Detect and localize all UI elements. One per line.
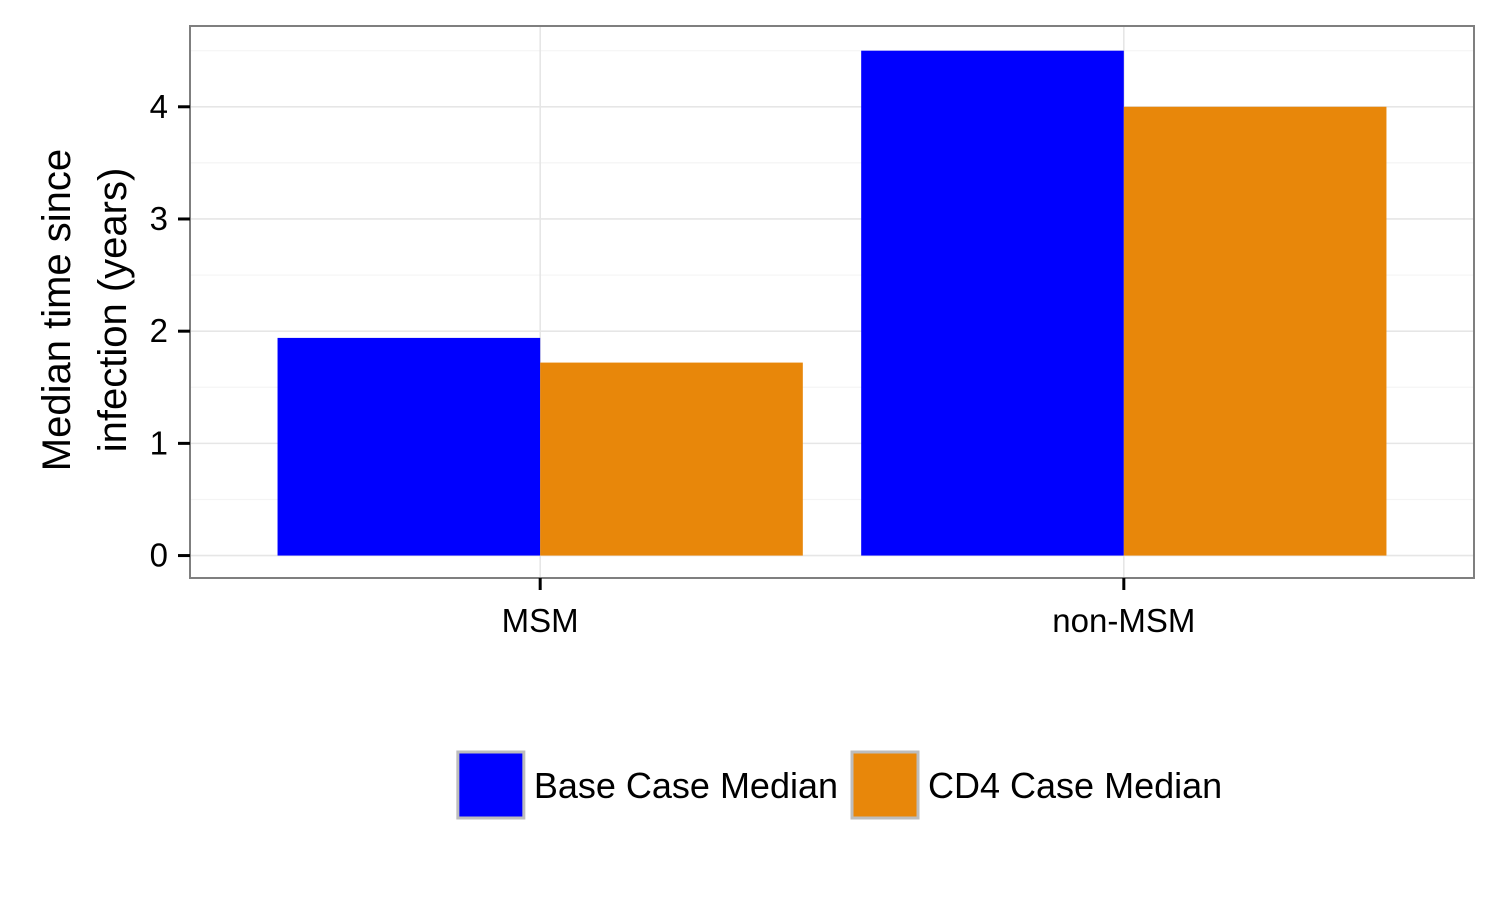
bar-layer [277,50,1387,556]
x-tick-label: MSM [502,602,579,639]
bar-non-msm-series-1 [861,50,1124,556]
y-tick-label: 0 [150,537,168,574]
legend-swatch-series-2 [850,750,920,820]
legend-label: CD4 Case Median [928,765,1222,806]
bar-msm-series-1 [277,337,541,556]
y-tick-label: 4 [150,88,168,125]
y-axis-label-line-1: Median time since [35,149,79,471]
plot-panel-border [189,25,1475,579]
y-tick-label: 3 [150,200,168,237]
axis-layer: 0 1 2 3 4 MSM non-MSM [150,88,1196,639]
y-tick-label: 2 [150,312,168,349]
legend: Base Case Median CD4 Case Median [456,750,1222,820]
legend-swatch-series-1 [456,750,526,820]
legend-label: Base Case Median [534,765,838,806]
bar-non-msm-series-2 [1123,106,1387,556]
bar-msm-series-2 [540,362,803,556]
y-tick-label: 1 [150,424,168,461]
x-tick-label: non-MSM [1052,602,1195,639]
y-axis-label-line-2: infection (years) [91,168,135,453]
